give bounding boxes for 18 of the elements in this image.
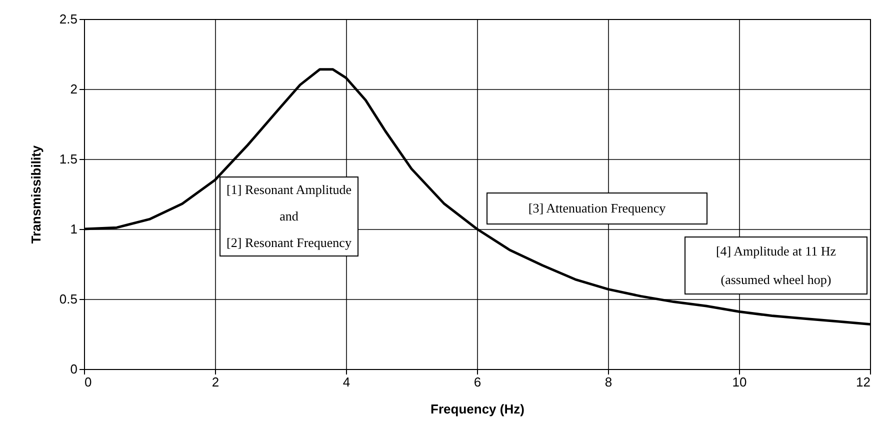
x-tick-label: 6: [474, 374, 482, 390]
x-tick-label: 2: [212, 374, 220, 390]
x-tick-label: 12: [856, 374, 870, 390]
annotation: [4] Amplitude at 11 Hz (assumed wheel hop): [716, 243, 836, 287]
x-tick-label: 8: [604, 374, 612, 390]
y-tick-label: 0.5: [59, 292, 78, 306]
y-axis-title: Transmissibility: [28, 144, 44, 244]
x-axis-title: Frequency (Hz): [430, 402, 524, 416]
y-tick-label: 2.5: [59, 12, 78, 26]
y-tick-label: 1.5: [59, 152, 78, 166]
annotation: [3] Attenuation Frequency: [528, 200, 666, 216]
x-tick-label: 0: [84, 374, 92, 390]
y-tick-label: 0: [70, 362, 78, 376]
y-tick-label: 1: [70, 222, 78, 236]
annotation: [1] Resonant Amplitude and [2] Resonant Frequency: [226, 182, 352, 250]
y-tick-label: 2: [70, 82, 78, 96]
x-tick-label: 10: [732, 374, 747, 390]
x-tick-label: 4: [342, 374, 350, 390]
